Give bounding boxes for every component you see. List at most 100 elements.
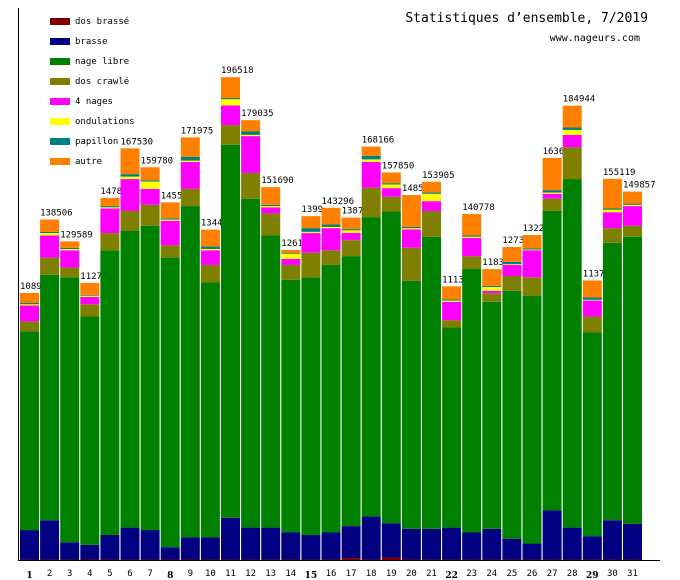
- bar-segment: [321, 226, 341, 229]
- bar-segment: [623, 204, 642, 207]
- bar-segment: [60, 249, 80, 251]
- bar-segment: [321, 207, 341, 225]
- bar-segment: [200, 249, 220, 251]
- bar-segment: [422, 193, 441, 202]
- bar-segment: [120, 230, 140, 528]
- bar-segment: [442, 327, 462, 528]
- x-tick-label: 5: [107, 569, 112, 579]
- bar-segment: [361, 161, 381, 188]
- total-label: 155119: [603, 168, 636, 178]
- total-label: 196518: [221, 66, 254, 76]
- bar-segment: [120, 176, 140, 180]
- bar-segment: [381, 523, 401, 558]
- bar-segment: [542, 192, 562, 194]
- bar-segment: [381, 172, 401, 184]
- bar-segment: [40, 257, 60, 275]
- legend-label: brasse: [75, 37, 108, 47]
- total-label: 168166: [362, 136, 395, 146]
- bar-segment: [482, 293, 502, 302]
- total-label: 157850: [382, 161, 415, 171]
- legend-swatch: [50, 38, 70, 45]
- bar-segment: [60, 277, 80, 543]
- x-tick-label: 1: [26, 571, 32, 580]
- total-label: 1183: [482, 258, 504, 268]
- x-tick-label: 12: [245, 569, 256, 579]
- bar-segment: [60, 250, 80, 268]
- bar-segment: [462, 237, 482, 257]
- bar-segment: [361, 146, 381, 156]
- bar-segment: [623, 191, 642, 204]
- total-label: 1261: [281, 239, 303, 249]
- bar-segment: [80, 295, 100, 297]
- bar-segment: [562, 105, 582, 128]
- bar-segment: [462, 236, 482, 238]
- bar-segment: [221, 125, 240, 145]
- bar-segment: [200, 229, 220, 247]
- bar-segment: [221, 144, 240, 518]
- bar-segment: [381, 184, 401, 189]
- bar-segment: [321, 532, 341, 560]
- bar-segment: [20, 305, 39, 322]
- x-tick-label: 28: [567, 569, 578, 579]
- bar-segment: [401, 280, 421, 529]
- bar-segment: [100, 206, 120, 208]
- bar-segment: [241, 172, 261, 199]
- bar-segment: [442, 301, 462, 321]
- legend-swatch: [50, 58, 70, 65]
- bar-segment: [623, 523, 642, 560]
- x-tick-label: 17: [346, 569, 357, 579]
- bar-segment: [341, 229, 361, 231]
- legend-swatch: [50, 138, 70, 145]
- bar-segment: [20, 292, 39, 304]
- bar-segment: [582, 332, 602, 537]
- x-tick-label: 24: [486, 569, 497, 579]
- bar-segment: [562, 127, 582, 130]
- legend-label: autre: [75, 157, 102, 167]
- bar-segment: [321, 250, 341, 265]
- total-label: 159780: [141, 156, 174, 166]
- bar-segment: [221, 98, 240, 100]
- bar-segment: [542, 190, 562, 193]
- bar-segment: [422, 192, 441, 194]
- bar-segment: [160, 219, 180, 221]
- x-tick-label: 15: [305, 571, 318, 580]
- bar-segment: [281, 253, 301, 259]
- total-label: 1399: [301, 205, 323, 215]
- bar-segment: [160, 547, 180, 560]
- bar-segment: [20, 321, 39, 332]
- bar-segment: [301, 233, 321, 253]
- bar-segment: [281, 258, 301, 265]
- bar-segment: [542, 193, 562, 199]
- bar-segment: [20, 304, 39, 306]
- bar-segment: [381, 183, 401, 185]
- total-label: 151690: [261, 176, 294, 186]
- bar-segment: [120, 148, 140, 175]
- bar-segment: [422, 181, 441, 193]
- bar-segment: [120, 179, 140, 211]
- bar-segment: [341, 526, 361, 559]
- bar-segment: [542, 510, 562, 560]
- bar-segment: [502, 290, 522, 539]
- x-tick-label: 6: [127, 569, 132, 579]
- bar-segment: [80, 316, 100, 545]
- x-tick-label: 30: [607, 569, 618, 579]
- bar-segment: [40, 231, 60, 234]
- bar-segment: [341, 256, 361, 527]
- bar-segment: [582, 299, 602, 301]
- bar-segment: [120, 210, 140, 231]
- bar-segment: [502, 264, 522, 265]
- bar-segment: [120, 174, 140, 177]
- total-label: 1322: [523, 224, 545, 234]
- bar-segment: [442, 286, 462, 300]
- bar-segment: [261, 206, 281, 208]
- bar-segment: [582, 536, 602, 560]
- bar-segment: [522, 250, 542, 278]
- bar-segment: [522, 543, 542, 560]
- bar-segment: [20, 331, 39, 531]
- total-label: 1636: [543, 147, 565, 157]
- total-label: 171975: [181, 126, 214, 136]
- x-tick-label: 22: [445, 571, 458, 580]
- x-tick-label: 23: [466, 569, 477, 579]
